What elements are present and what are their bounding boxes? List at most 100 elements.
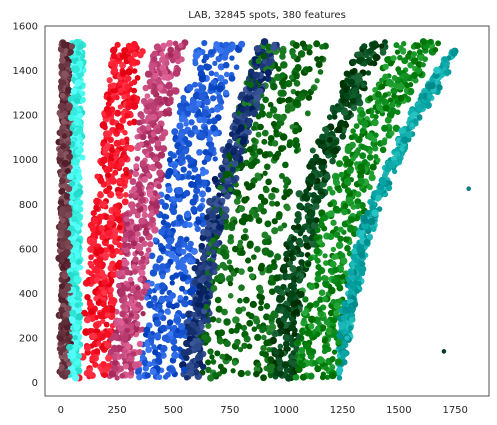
scatter-point — [424, 101, 432, 109]
scatter-point — [261, 231, 269, 239]
scatter-point — [183, 354, 190, 362]
scatter-point — [336, 375, 343, 381]
scatter-point — [161, 213, 168, 220]
scatter-point — [167, 46, 175, 54]
scatter-point — [382, 104, 390, 112]
scatter-point — [71, 343, 79, 351]
scatter-point — [75, 290, 83, 299]
scatter-point — [303, 188, 309, 195]
scatter-point — [222, 171, 231, 179]
scatter-point — [111, 353, 119, 361]
scatter-point — [326, 185, 333, 192]
scatter-point — [67, 114, 75, 122]
scatter-point — [125, 75, 132, 82]
scatter-point — [189, 328, 197, 336]
scatter-point — [321, 337, 328, 344]
scatter-point — [190, 206, 198, 213]
scatter-point — [59, 187, 66, 194]
scatter-point — [416, 114, 423, 120]
scatter-point — [219, 166, 226, 173]
scatter-point — [158, 282, 166, 290]
scatter-point — [373, 113, 379, 120]
scatter-point — [238, 268, 245, 275]
scatter-point — [419, 38, 427, 46]
scatter-point — [307, 172, 316, 181]
scatter-point — [58, 102, 66, 111]
scatter-point — [398, 45, 404, 51]
scatter-point — [343, 236, 350, 243]
scatter-point — [393, 42, 400, 49]
scatter-point — [335, 338, 342, 346]
scatter-point — [269, 200, 276, 207]
scatter-point — [256, 323, 262, 330]
scatter-point — [165, 243, 172, 250]
scatter-point — [135, 285, 141, 291]
scatter-point — [127, 300, 134, 307]
scatter-point — [103, 321, 110, 328]
scatter-point — [307, 372, 315, 380]
scatter-point — [102, 124, 108, 131]
scatter-point — [120, 69, 127, 77]
scatter-point — [180, 274, 188, 281]
scatter-point — [272, 153, 280, 161]
scatter-point — [103, 165, 111, 174]
scatter-point — [137, 51, 144, 59]
scatter-point — [366, 233, 374, 241]
scatter-point — [228, 328, 235, 335]
scatter-point — [319, 142, 327, 150]
scatter-point — [333, 309, 340, 316]
scatter-point — [372, 53, 381, 62]
scatter-point — [165, 222, 172, 229]
scatter-point — [195, 100, 202, 107]
scatter-point — [412, 77, 419, 84]
scatter-point — [141, 148, 148, 155]
scatter-point — [305, 217, 314, 226]
scatter-point — [182, 136, 189, 142]
scatter-point — [278, 78, 287, 87]
scatter-point — [257, 77, 264, 84]
scatter-point — [253, 317, 261, 325]
scatter-point — [283, 250, 290, 258]
scatter-point — [249, 182, 256, 189]
scatter-point — [359, 127, 366, 135]
scatter-point — [57, 335, 64, 342]
scatter-point — [204, 229, 212, 237]
scatter-point — [172, 134, 179, 140]
scatter-point — [66, 153, 73, 160]
scatter-point — [253, 101, 260, 108]
scatter-point — [283, 183, 289, 190]
scatter-point — [76, 127, 84, 135]
scatter-point — [166, 156, 173, 163]
scatter-point — [128, 295, 135, 302]
scatter-point — [290, 224, 297, 231]
scatter-point — [219, 249, 228, 257]
scatter-point — [215, 55, 223, 63]
scatter-point — [66, 305, 72, 312]
scatter-point — [306, 65, 313, 73]
scatter-point — [260, 344, 267, 352]
scatter-point — [65, 104, 73, 112]
scatter-point — [339, 273, 346, 280]
scatter-point — [102, 144, 110, 153]
scatter-point — [322, 275, 329, 283]
scatter-point — [223, 71, 230, 78]
scatter-point — [223, 318, 231, 326]
scatter-point — [131, 51, 138, 58]
scatter-point — [313, 217, 320, 224]
scatter-point — [240, 234, 248, 241]
scatter-point — [330, 104, 336, 111]
scatter-point — [72, 334, 78, 341]
scatter-point — [192, 60, 199, 67]
scatter-point — [103, 341, 111, 349]
scatter-point — [104, 172, 111, 179]
scatter-point — [228, 221, 236, 229]
scatter-point — [376, 103, 383, 110]
scatter-point — [277, 321, 285, 329]
scatter-point — [262, 96, 269, 104]
scatter-point — [333, 179, 340, 187]
scatter-point — [127, 276, 134, 283]
scatter-point — [144, 70, 153, 78]
scatter-point — [88, 270, 94, 277]
scatter-point — [246, 117, 254, 125]
scatter-point — [271, 218, 278, 225]
